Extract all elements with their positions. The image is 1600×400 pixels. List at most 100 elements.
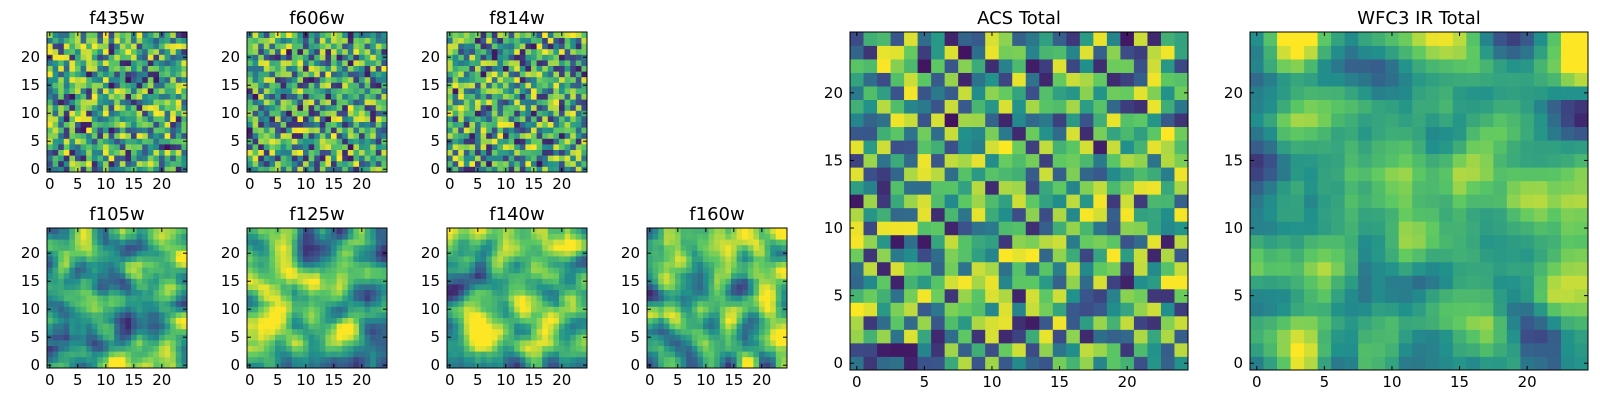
heatmap-cell — [63, 261, 70, 268]
heatmap-cell — [370, 155, 377, 162]
heatmap-cell — [553, 261, 560, 268]
heatmap-cell — [686, 334, 693, 341]
heatmap-cell — [680, 328, 687, 335]
heatmap-cell — [58, 356, 65, 363]
heatmap-cell — [1025, 248, 1040, 263]
heatmap-cell — [170, 121, 177, 128]
heatmap-cell — [91, 65, 98, 72]
x-tick-label: 10 — [496, 371, 515, 389]
heatmap-cell — [542, 295, 549, 302]
heatmap-cell — [303, 244, 309, 251]
heatmap-cell — [764, 239, 771, 246]
heatmap-cell — [258, 351, 265, 358]
heatmap-cell — [170, 104, 177, 111]
heatmap-cell — [904, 207, 918, 222]
heatmap-cell — [691, 228, 698, 234]
heatmap-cell — [286, 267, 293, 274]
heatmap-cell — [136, 306, 143, 313]
heatmap-cell — [69, 132, 76, 139]
heatmap-cell — [497, 149, 504, 156]
heatmap-cell — [877, 302, 891, 317]
heatmap-cell — [269, 127, 276, 134]
heatmap-cell — [497, 71, 504, 78]
heatmap-cell — [531, 289, 537, 296]
heatmap-cell — [570, 37, 577, 44]
heatmap-cell — [119, 261, 126, 268]
heatmap-cell — [525, 88, 532, 94]
heatmap-cell — [703, 295, 709, 302]
heatmap-cell — [759, 340, 765, 346]
heatmap-cell — [269, 239, 276, 246]
heatmap-cell — [170, 272, 177, 279]
heatmap-cell — [47, 317, 53, 324]
heatmap-cell — [850, 329, 864, 344]
heatmap-cell — [725, 351, 732, 358]
heatmap-cell — [342, 334, 349, 341]
heatmap-cell — [314, 48, 321, 55]
heatmap-cell — [998, 153, 1013, 168]
heatmap-cell — [263, 88, 270, 94]
heatmap-cell — [1079, 194, 1094, 209]
heatmap-cell — [147, 300, 154, 307]
heatmap-cell — [97, 155, 104, 162]
heatmap-cell — [80, 306, 87, 313]
heatmap-cell — [508, 121, 515, 128]
heatmap-cell — [52, 132, 59, 139]
heatmap-cell — [153, 121, 160, 128]
heatmap-cell — [759, 300, 765, 307]
heatmap-cell — [381, 256, 388, 262]
heatmap-cell — [52, 300, 59, 307]
heatmap-cell — [764, 244, 771, 251]
heatmap-cell — [480, 228, 487, 234]
heatmap-cell — [497, 76, 504, 83]
heatmap-cell — [686, 300, 693, 307]
heatmap-cell — [336, 244, 343, 251]
heatmap-cell — [497, 295, 504, 302]
heatmap-cell — [536, 127, 543, 134]
heatmap-cell — [553, 65, 560, 72]
heatmap-cell — [519, 88, 526, 94]
heatmap-cell — [447, 155, 453, 162]
heatmap-cell — [703, 300, 709, 307]
heatmap-cell — [47, 323, 53, 330]
heatmap-cell — [119, 317, 126, 324]
heatmap-cell — [452, 116, 459, 122]
heatmap-cell — [269, 244, 276, 251]
heatmap-cell — [1025, 342, 1040, 357]
heatmap-cell — [753, 295, 760, 302]
heatmap-cell — [503, 328, 509, 335]
heatmap-cell — [142, 345, 149, 352]
heatmap-cell — [497, 272, 504, 279]
heatmap-cell — [742, 267, 749, 274]
heatmap-cell — [175, 261, 182, 268]
heatmap-cell — [570, 351, 577, 358]
heatmap-cell — [781, 323, 788, 330]
heatmap-cell — [759, 351, 765, 358]
heatmap-cell — [575, 132, 582, 139]
heatmap-cell — [525, 356, 532, 363]
heatmap-cell — [164, 149, 171, 156]
heatmap-cell — [553, 110, 560, 117]
heatmap-cell — [542, 289, 549, 296]
heatmap-cell — [291, 88, 298, 94]
heatmap-cell — [547, 334, 554, 341]
heatmap-cell — [359, 267, 365, 274]
heatmap-cell — [1120, 342, 1135, 357]
heatmap-cell — [69, 166, 76, 173]
heatmap-cell — [58, 250, 65, 257]
heatmap-cell — [697, 228, 704, 234]
heatmap-cell — [142, 37, 149, 44]
heatmap-cell — [370, 267, 377, 274]
heatmap-cell — [564, 244, 571, 251]
heatmap-cell — [314, 256, 321, 262]
heatmap-cell — [97, 160, 104, 167]
heatmap-cell — [314, 76, 321, 83]
heatmap-cell — [1012, 329, 1027, 344]
heatmap-cell — [770, 267, 777, 274]
heatmap-cell — [570, 104, 577, 111]
heatmap-cell — [775, 261, 782, 268]
heatmap-cell — [52, 256, 59, 262]
heatmap-cell — [164, 88, 171, 94]
heatmap-cell — [108, 93, 115, 100]
